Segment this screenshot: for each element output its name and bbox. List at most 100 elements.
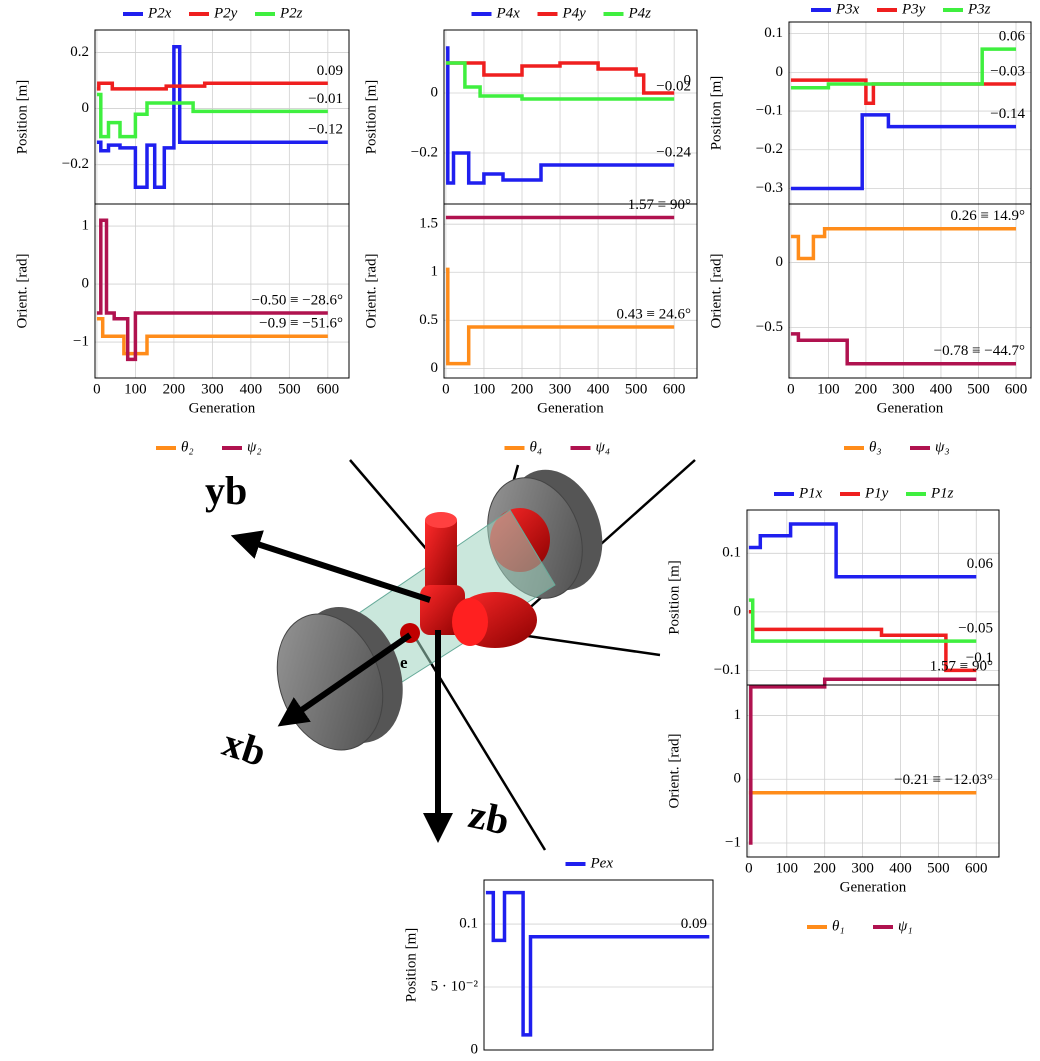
legend-label: P3x (835, 1, 860, 17)
y-tick-label: 5 · 10⁻² (431, 978, 479, 994)
y-tick-label: 0 (431, 360, 439, 376)
x-tick-label: 0 (787, 381, 795, 397)
series-line (748, 677, 977, 845)
x-tick-label: 100 (776, 860, 799, 876)
legend-label: P2z (279, 5, 303, 21)
y-axis-label: Orient. [rad] (363, 254, 379, 329)
y-axis-label: Position [m] (363, 80, 379, 155)
y-tick-label: 0 (431, 84, 439, 100)
series-line (445, 61, 675, 101)
series-line (96, 218, 328, 362)
x-tick-label: 600 (965, 860, 988, 876)
y-axis-label: Position [m] (666, 560, 682, 635)
x-tick-label: 300 (851, 860, 874, 876)
leg-mechanism (400, 512, 537, 648)
x-axis-label: Generation (537, 400, 604, 416)
axis-label-xb: xb (218, 719, 272, 775)
x-tick-label: 400 (240, 381, 263, 397)
x-tick-label: 200 (511, 381, 534, 397)
y-axis-label: Orient. [rad] (14, 254, 30, 329)
axis-label-zb: zb (465, 791, 513, 843)
x-tick-label: 500 (927, 860, 950, 876)
x-tick-label: 200 (855, 381, 878, 397)
annotation: 1.57 ≡ 90° (628, 197, 691, 213)
annotation: −0.1 (966, 650, 993, 666)
legend-label: P2y (213, 5, 238, 21)
series-line (790, 47, 1016, 90)
point-label-e: e (400, 653, 408, 672)
annotation: 0.09 (681, 916, 707, 932)
legend-label: P3y (901, 1, 926, 17)
legend-label: θ₃ (869, 439, 882, 455)
y-tick-label: −0.2 (411, 144, 438, 160)
y-tick-label: 1.5 (419, 216, 438, 232)
annotation: 0.06 (967, 556, 994, 572)
series-line (96, 81, 328, 91)
legend-label: P2x (147, 5, 172, 21)
y-tick-label: 0 (82, 275, 90, 291)
y-tick-label: 0.1 (722, 545, 741, 561)
axis-label-yb: yb (205, 468, 247, 513)
annotation: −0.01 (308, 91, 343, 107)
plot-area (747, 685, 999, 857)
y-tick-label: 0.1 (764, 25, 783, 41)
annotation: −0.12 (308, 122, 343, 138)
legend-label: P1x (798, 485, 823, 501)
legend-label: P1y (864, 485, 889, 501)
x-tick-label: 100 (817, 381, 840, 397)
y-axis-label: Position [m] (403, 928, 419, 1003)
legend-label: P4x (496, 5, 521, 21)
x-tick-label: 600 (317, 381, 340, 397)
axes-arrows (230, 530, 453, 843)
legend-label: θ₄ (530, 439, 543, 455)
annotation: 0 (684, 72, 692, 88)
plot-area (789, 22, 1031, 204)
legend-label: ψ₃ (935, 439, 950, 455)
x-tick-label: 500 (278, 381, 301, 397)
y-tick-label: 0 (471, 1041, 479, 1057)
x-axis-label: Generation (840, 879, 907, 895)
x-tick-label: 300 (549, 381, 572, 397)
y-tick-label: −0.1 (756, 103, 783, 119)
plot-frame (746, 684, 1000, 858)
y-tick-label: 0 (82, 100, 90, 116)
y-tick-label: 0 (734, 603, 742, 619)
y-tick-label: 0.1 (459, 916, 478, 932)
x-tick-label: 400 (930, 381, 953, 397)
y-tick-label: 0 (776, 64, 784, 80)
series-line (790, 332, 1016, 366)
annotation: −0.05 (958, 621, 993, 637)
annotation: −0.78 ≡ −44.7° (934, 343, 1025, 359)
plot-area (747, 510, 999, 685)
series-line (445, 267, 675, 366)
x-tick-label: 100 (473, 381, 496, 397)
plot-frame (483, 879, 714, 1051)
y-axis-label: Orient. [rad] (666, 734, 682, 809)
legend-label: ψ₄ (596, 439, 611, 455)
plot-frame (94, 203, 350, 379)
x-tick-label: 0 (442, 381, 450, 397)
x-tick-label: 500 (625, 381, 648, 397)
y-tick-label: −1 (725, 834, 741, 850)
series-line (790, 113, 1016, 191)
y-axis-label: Position [m] (14, 80, 30, 155)
x-tick-label: 600 (663, 381, 686, 397)
legend-label: P3z (967, 1, 991, 17)
x-tick-label: 500 (967, 381, 990, 397)
y-tick-label: 1 (82, 217, 90, 233)
legend-label: P1z (930, 485, 954, 501)
annotation: −0.21 ≡ −12.03° (894, 772, 993, 788)
y-axis-label: Position [m] (708, 76, 724, 151)
y-tick-label: −0.5 (756, 319, 783, 335)
annotation: −0.02 (656, 78, 691, 94)
series-line (748, 598, 977, 643)
y-tick-label: 1 (431, 264, 439, 280)
robot-diagram: yb xb zb e (205, 459, 696, 851)
series-line (445, 61, 675, 95)
y-tick-label: −0.2 (756, 141, 783, 157)
y-axis-label: Orient. [rad] (708, 254, 724, 329)
x-tick-label: 300 (892, 381, 915, 397)
annotation: 0.43 ≡ 24.6° (617, 306, 691, 322)
y-tick-label: 0 (734, 771, 742, 787)
